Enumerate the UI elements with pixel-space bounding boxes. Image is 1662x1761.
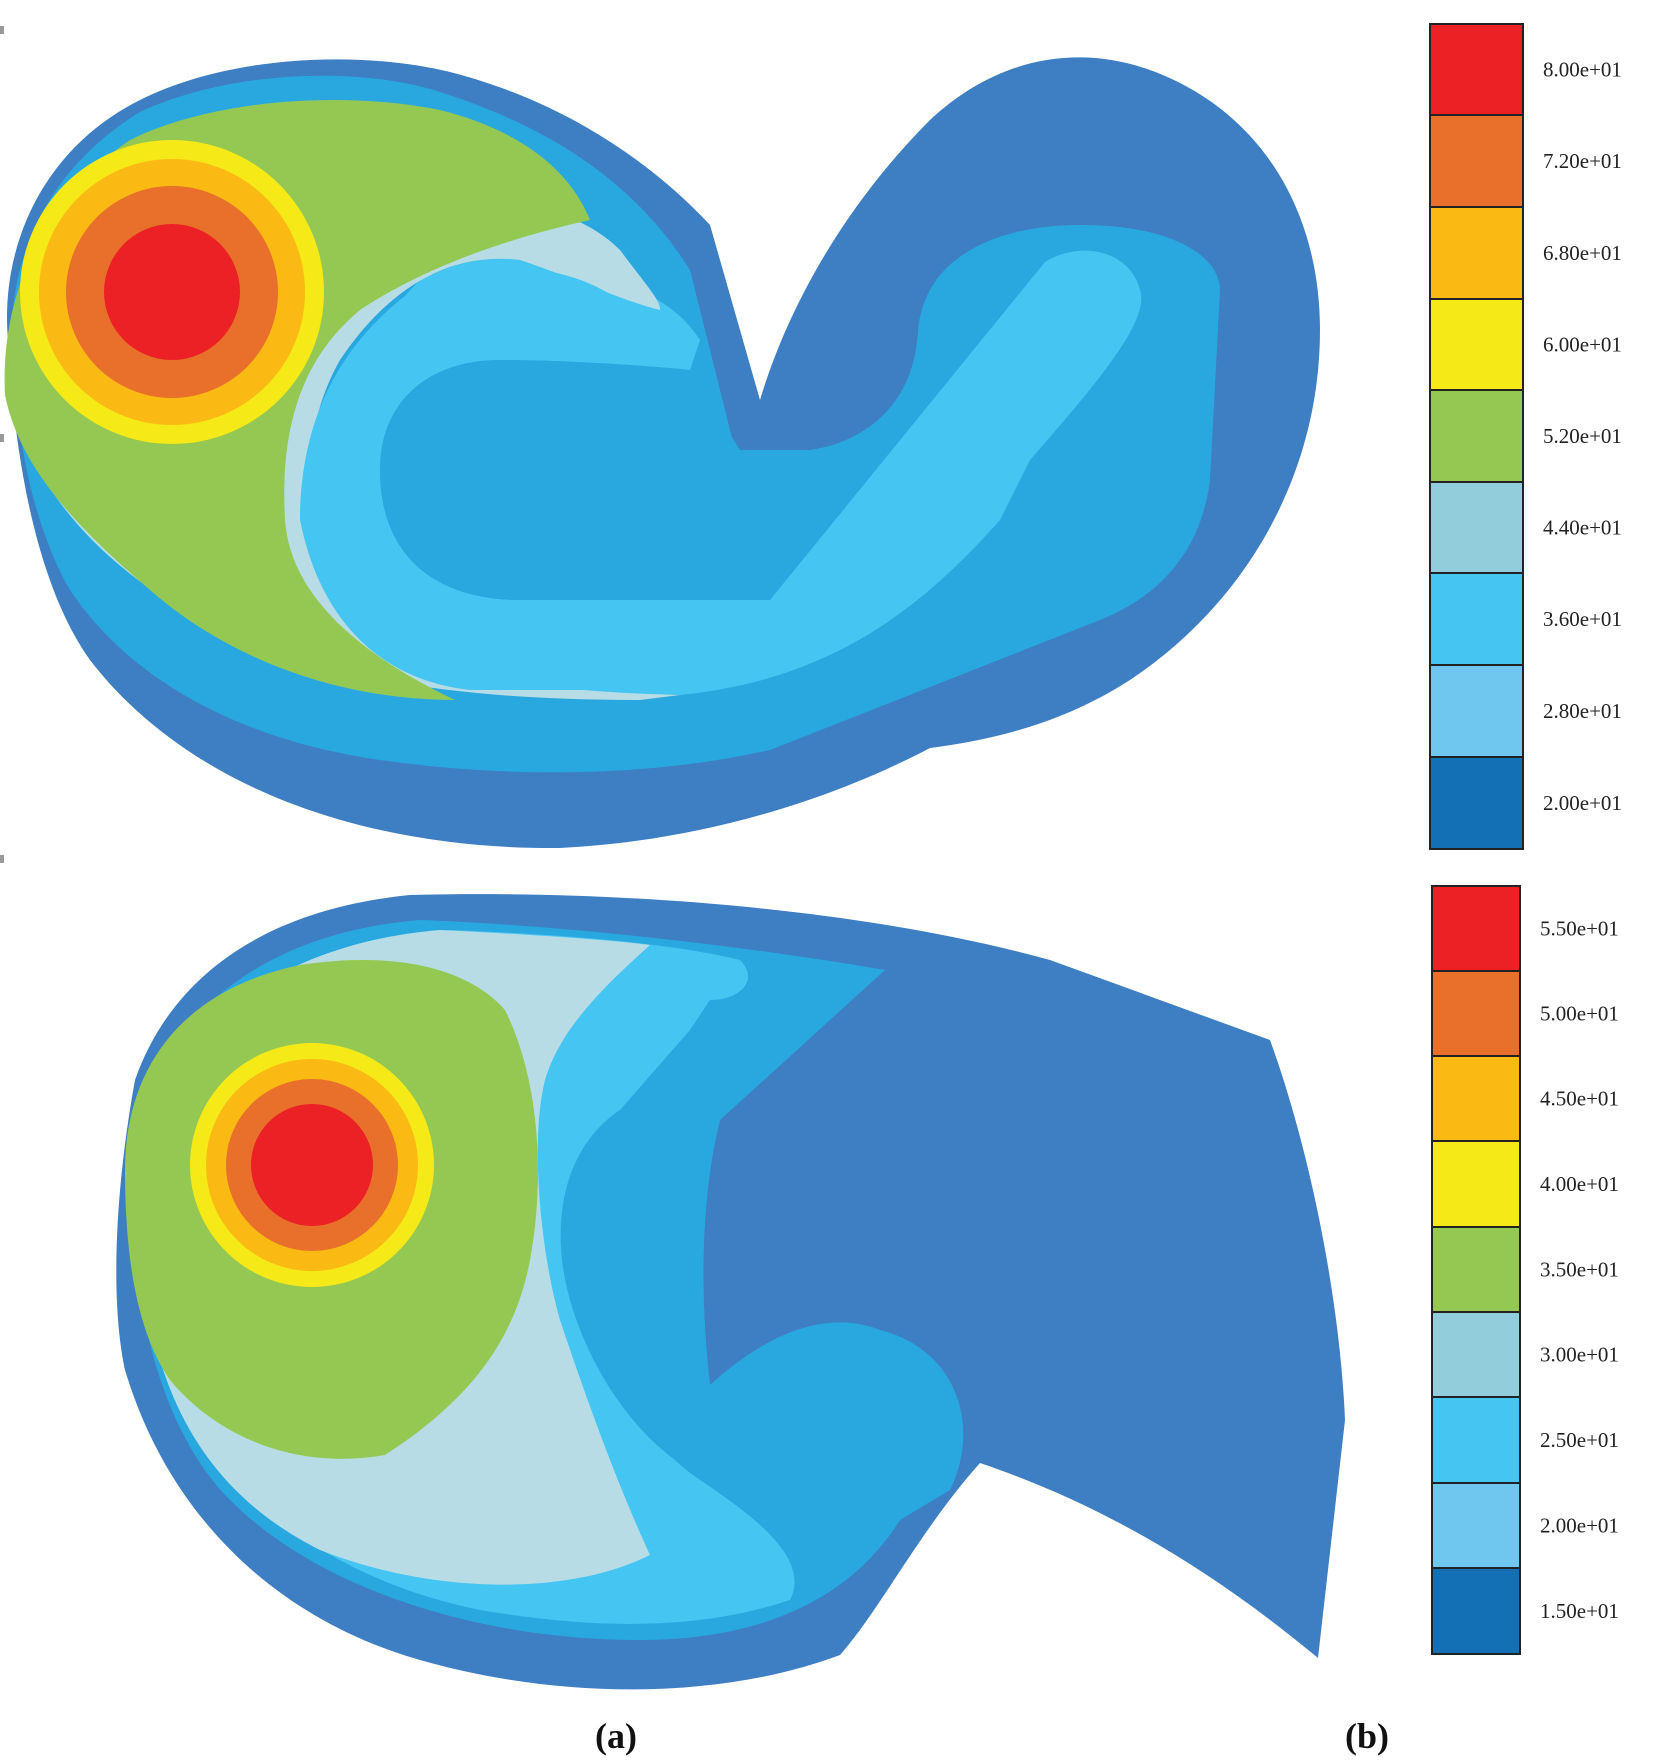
legend-swatch xyxy=(1429,481,1524,574)
legend-swatch xyxy=(1431,1226,1521,1313)
edge-tick xyxy=(0,434,4,442)
legend-swatch xyxy=(1429,23,1524,116)
legend-swatch xyxy=(1431,970,1521,1057)
legend-swatch xyxy=(1431,885,1521,972)
legend-label: 3.60e+01 xyxy=(1543,607,1622,631)
legend-label: 6.80e+01 xyxy=(1543,241,1622,265)
legend-swatch xyxy=(1431,1055,1521,1142)
legend-swatch xyxy=(1429,114,1524,208)
legend-swatch xyxy=(1429,756,1524,850)
legend-swatch xyxy=(1429,389,1524,483)
legend-swatch xyxy=(1431,1311,1521,1398)
edge-tick xyxy=(0,26,4,34)
panel-label-b: (b) xyxy=(1345,1716,1389,1756)
contour-plot-b xyxy=(116,894,1346,1690)
legend-label: 8.00e+01 xyxy=(1543,58,1622,82)
edge-tick xyxy=(0,855,4,863)
legend-label: 1.50e+01 xyxy=(1540,1599,1619,1623)
legend-label: 4.50e+01 xyxy=(1540,1087,1619,1111)
contour-b-level-pocket xyxy=(560,1110,900,1560)
contour-a-level-core-inner xyxy=(380,238,1060,600)
legend-label: 4.00e+01 xyxy=(1540,1172,1619,1196)
legend-label: 5.20e+01 xyxy=(1543,424,1622,448)
legend-label: 3.50e+01 xyxy=(1540,1258,1619,1282)
legend-swatch xyxy=(1429,664,1524,758)
contour-b-core-red xyxy=(251,1104,373,1226)
contour-a-level-light xyxy=(300,250,1142,695)
legend-label: 5.50e+01 xyxy=(1540,917,1619,941)
legend-label: 4.40e+01 xyxy=(1543,516,1622,540)
legend-b: 5.50e+01 5.00e+01 4.50e+01 4.00e+01 3.50e+01… xyxy=(1431,885,1619,1655)
legend-swatch xyxy=(1431,1396,1521,1484)
legend-swatch xyxy=(1431,1567,1521,1655)
legend-label: 2.50e+01 xyxy=(1540,1428,1619,1452)
panel-label-a: (a) xyxy=(595,1716,637,1756)
contour-plot-a xyxy=(4,57,1321,849)
legend-label: 2.00e+01 xyxy=(1540,1514,1619,1538)
contour-a-level-light-inner xyxy=(300,267,770,690)
legend-a: 8.00e+01 7.20e+01 6.80e+01 6.00e+01 5.20e+01… xyxy=(1429,23,1622,850)
legend-label: 2.00e+01 xyxy=(1543,791,1622,815)
contour-a-core-red xyxy=(104,224,240,360)
legend-label: 3.00e+01 xyxy=(1540,1343,1619,1367)
legend-swatch xyxy=(1431,1482,1521,1569)
legend-swatch xyxy=(1431,1140,1521,1228)
legend-label: 6.00e+01 xyxy=(1543,333,1622,357)
legend-swatch xyxy=(1429,206,1524,300)
legend-swatch xyxy=(1429,298,1524,391)
legend-swatch xyxy=(1429,572,1524,666)
legend-label: 2.80e+01 xyxy=(1543,699,1622,723)
legend-label: 7.20e+01 xyxy=(1543,149,1622,173)
legend-label: 5.00e+01 xyxy=(1540,1002,1619,1026)
